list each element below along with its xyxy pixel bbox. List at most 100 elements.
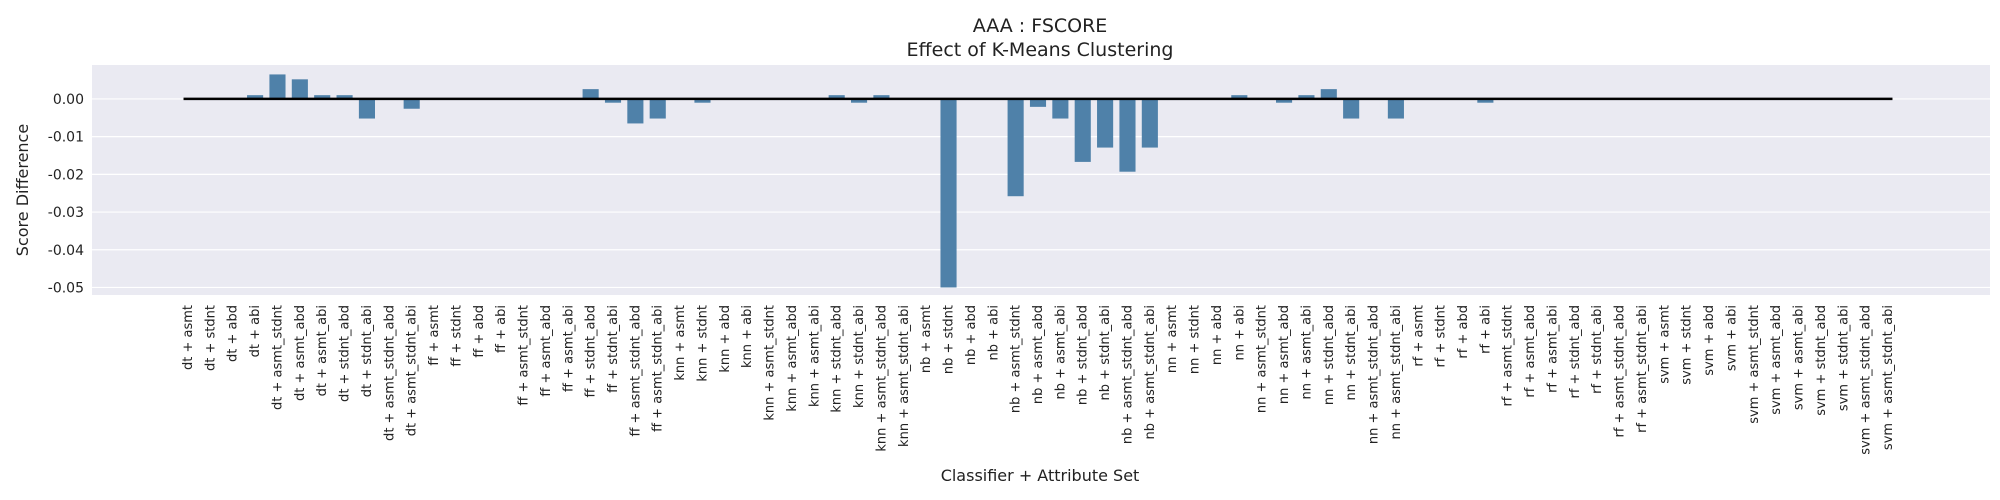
x-tick-label: rf + asmt_stdnt_abd bbox=[1613, 305, 1628, 438]
x-tick-label: nn + stdnt bbox=[1188, 305, 1203, 374]
x-tick-label: dt + asmt_abi bbox=[315, 305, 330, 396]
x-tick-label: svm + asmt_stdnt bbox=[1747, 305, 1762, 424]
bar bbox=[1029, 98, 1047, 107]
x-tick-label: rf + abd bbox=[1456, 305, 1471, 359]
x-tick-label: svm + abi bbox=[1724, 305, 1739, 371]
x-tick-label: svm + abd bbox=[1702, 305, 1717, 376]
bar bbox=[828, 95, 845, 99]
x-tick-label: nb + asmt_stdnt bbox=[1009, 305, 1024, 413]
x-tick-label: knn + stdnt_abi bbox=[852, 305, 867, 408]
bar bbox=[1074, 98, 1091, 162]
bar bbox=[1387, 98, 1404, 119]
y-tick-label: -0.04 bbox=[48, 243, 84, 259]
x-tick-label: knn + stdnt_abd bbox=[830, 305, 845, 413]
bar bbox=[1231, 95, 1248, 99]
x-tick-label: nb + asmt_stdnt_abd bbox=[1120, 305, 1135, 444]
x-tick-label: dt + asmt_stdnt_abd bbox=[382, 305, 397, 441]
x-tick-label: nb + stdnt_abd bbox=[1076, 305, 1091, 405]
y-tick-label: -0.05 bbox=[48, 280, 84, 296]
x-tick-label: knn + asmt_abd bbox=[785, 305, 800, 412]
x-tick-label: ff + asmt bbox=[427, 305, 442, 366]
bar bbox=[627, 98, 644, 124]
x-tick-label: svm + stdnt_abd bbox=[1814, 305, 1829, 416]
bar bbox=[1343, 98, 1360, 119]
x-tick-label: svm + asmt_abi bbox=[1792, 305, 1807, 410]
x-tick-label: nb + stdnt bbox=[942, 305, 957, 374]
bar bbox=[314, 95, 331, 99]
x-tick-label: nn + asmt_stdnt bbox=[1255, 305, 1270, 413]
bar bbox=[1052, 98, 1069, 119]
x-tick-label: dt + abd bbox=[226, 305, 241, 362]
bar bbox=[1298, 95, 1315, 99]
x-tick-label: dt + asmt bbox=[181, 305, 196, 370]
x-tick-label: nn + stdnt_abi bbox=[1344, 305, 1359, 400]
x-tick-label: svm + asmt_stdnt_abd bbox=[1859, 305, 1874, 455]
x-tick-label: knn + asmt bbox=[673, 305, 688, 381]
x-tick-label: rf + asmt_stdnt bbox=[1501, 305, 1516, 407]
x-tick-label: rf + asmt_abi bbox=[1545, 305, 1560, 393]
bar bbox=[1119, 98, 1136, 172]
x-tick-label: ff + stdnt_abi bbox=[606, 305, 621, 393]
x-tick-label: dt + asmt_stdnt_abi bbox=[405, 305, 420, 436]
x-tick-label: svm + asmt bbox=[1657, 305, 1672, 384]
bar bbox=[1320, 89, 1337, 99]
y-axis-label: Score Difference bbox=[13, 124, 32, 256]
x-tick-label: knn + asmt_stdnt_abi bbox=[897, 305, 912, 447]
x-tick-label: dt + stdnt_abi bbox=[360, 305, 375, 397]
x-tick-label: rf + stdnt bbox=[1434, 305, 1449, 368]
bar bbox=[1141, 98, 1158, 148]
x-tick-label: nn + asmt_abi bbox=[1299, 305, 1314, 399]
x-tick-label: ff + asmt_stdnt bbox=[517, 305, 532, 406]
x-tick-label: dt + asmt_abd bbox=[293, 305, 308, 401]
bar bbox=[582, 89, 599, 99]
chart-title: AAA : FSCORE bbox=[973, 15, 1108, 37]
x-tick-label: nn + asmt_abd bbox=[1277, 305, 1292, 404]
x-tick-label: ff + stdnt bbox=[449, 305, 464, 367]
bar bbox=[336, 95, 353, 99]
bar bbox=[1477, 98, 1494, 103]
bar bbox=[649, 98, 666, 119]
x-tick-label: knn + stdnt bbox=[695, 305, 710, 382]
y-tick-label: -0.02 bbox=[48, 167, 84, 183]
x-tick-label: nb + asmt bbox=[919, 305, 934, 373]
x-tick-label: nb + abi bbox=[986, 305, 1001, 360]
x-tick-label: nn + asmt_stdnt_abi bbox=[1389, 305, 1404, 439]
x-tick-label: nn + stdnt_abd bbox=[1322, 305, 1337, 405]
x-tick-labels: dt + asmt dt + stdnt dt + abd dt + abi dt + … bbox=[181, 305, 1896, 455]
x-tick-label: nb + abd bbox=[964, 305, 979, 365]
x-tick-label: svm + asmt_abd bbox=[1769, 305, 1784, 415]
x-axis-label: Classifier + Attribute Set bbox=[941, 466, 1140, 485]
bar bbox=[1097, 98, 1114, 148]
x-tick-label: nb + asmt_stdnt_abi bbox=[1143, 305, 1158, 439]
y-tick-labels: 0.00 -0.01 -0.02 -0.03 -0.04 -0.05 bbox=[48, 92, 84, 297]
x-tick-label: knn + asmt_stdnt bbox=[763, 305, 778, 421]
bar bbox=[291, 79, 308, 99]
y-tick-label: -0.03 bbox=[48, 205, 84, 221]
x-tick-label: nn + asmt_stdnt_abd bbox=[1367, 305, 1382, 444]
x-tick-label: ff + abi bbox=[494, 305, 509, 353]
bars bbox=[247, 74, 1494, 288]
x-tick-label: dt + asmt_stdnt bbox=[270, 305, 285, 410]
bar bbox=[1276, 98, 1293, 103]
bar bbox=[694, 98, 711, 103]
bar bbox=[358, 98, 375, 119]
bar bbox=[873, 95, 890, 99]
x-tick-label: ff + asmt_abd bbox=[539, 305, 554, 397]
x-tick-label: rf + stdnt_abd bbox=[1568, 305, 1583, 399]
x-tick-label: rf + stdnt_abi bbox=[1590, 305, 1605, 394]
x-tick-label: nb + stdnt_abi bbox=[1098, 305, 1113, 400]
bar bbox=[1007, 98, 1024, 197]
x-tick-label: ff + asmt_stdnt_abd bbox=[628, 305, 643, 437]
x-tick-label: ff + abd bbox=[472, 305, 487, 358]
bar bbox=[940, 98, 957, 288]
x-tick-label: nn + abi bbox=[1232, 305, 1247, 360]
x-tick-label: ff + stdnt_abd bbox=[584, 305, 599, 398]
chart-subtitle: Effect of K-Means Clustering bbox=[907, 39, 1174, 61]
x-tick-label: nb + asmt_abi bbox=[1053, 305, 1068, 399]
bar bbox=[851, 98, 868, 103]
x-tick-label: svm + stdnt_abi bbox=[1836, 305, 1851, 411]
y-tick-label: 0.00 bbox=[53, 92, 84, 108]
x-tick-label: knn + asmt_stdnt_abd bbox=[874, 305, 889, 452]
x-tick-label: nn + abd bbox=[1210, 305, 1225, 365]
